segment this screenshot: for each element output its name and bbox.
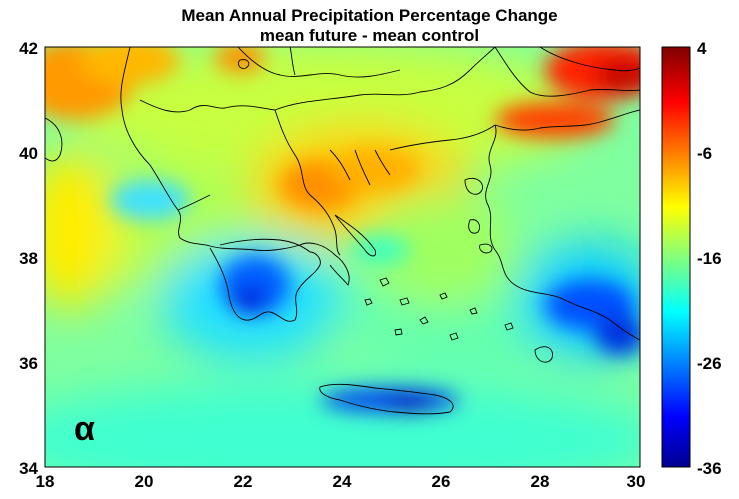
map-subtitle: mean future - mean control	[259, 26, 480, 45]
y-tick-label: 34	[19, 459, 38, 478]
y-tick-label: 40	[19, 144, 38, 163]
colorbar-ticks: 4 -6 -16 -26 -36	[697, 39, 722, 478]
y-tick-label: 42	[19, 39, 38, 58]
y-tick-label: 36	[19, 354, 38, 373]
colorbar-tick-label: -16	[697, 249, 722, 268]
colorbar-tick-label: -36	[697, 459, 722, 478]
y-axis: 42 40 38 36 34	[19, 39, 38, 478]
x-tick-label: 28	[531, 472, 550, 491]
x-tick-label: 24	[333, 472, 352, 491]
x-tick-label: 18	[36, 472, 55, 491]
y-tick-label: 38	[19, 249, 38, 268]
x-tick-label: 22	[234, 472, 253, 491]
heatmap-field	[45, 47, 640, 467]
x-tick-label: 20	[135, 472, 154, 491]
colorbar-tick-label: -6	[697, 144, 712, 163]
coastlines	[45, 47, 640, 415]
colorbar-tick-label: 4	[697, 39, 707, 58]
panel-label: α	[74, 410, 95, 448]
map-frame	[44, 46, 641, 468]
x-tick-label: 30	[627, 472, 646, 491]
x-tick-label: 26	[432, 472, 451, 491]
map-title: Mean Annual Precipitation Percentage Cha…	[181, 6, 558, 25]
colorbar-tick-label: -26	[697, 354, 722, 373]
colorbar	[661, 46, 691, 468]
x-axis: 18 20 22 24 26 28 30	[36, 472, 646, 491]
